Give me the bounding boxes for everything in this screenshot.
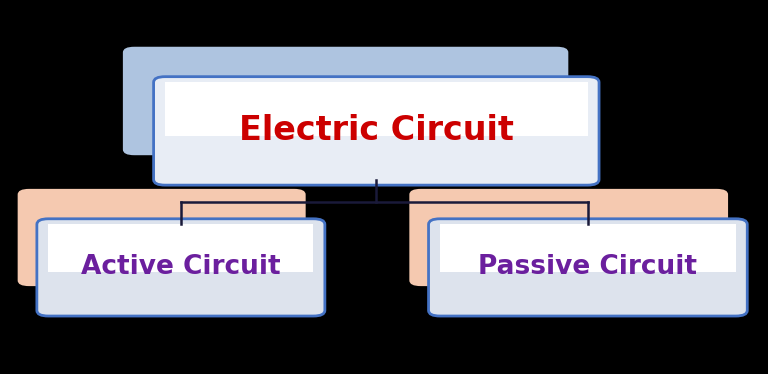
FancyBboxPatch shape <box>123 47 568 155</box>
Text: Active Circuit: Active Circuit <box>81 254 280 280</box>
FancyBboxPatch shape <box>154 77 599 185</box>
Text: Passive Circuit: Passive Circuit <box>478 254 697 280</box>
Text: Electric Circuit: Electric Circuit <box>239 114 514 147</box>
FancyBboxPatch shape <box>165 82 588 136</box>
FancyBboxPatch shape <box>409 189 728 286</box>
FancyBboxPatch shape <box>429 219 747 316</box>
FancyBboxPatch shape <box>37 219 325 316</box>
FancyBboxPatch shape <box>18 189 306 286</box>
FancyBboxPatch shape <box>440 224 736 272</box>
FancyBboxPatch shape <box>48 224 313 272</box>
